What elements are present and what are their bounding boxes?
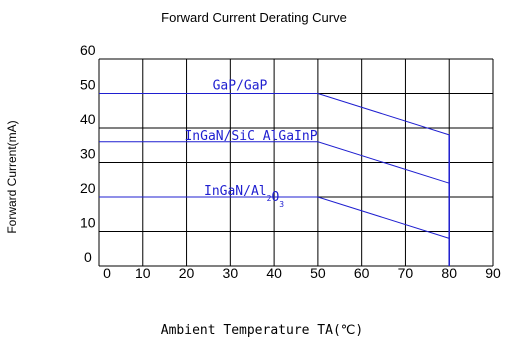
y-tick-label: 20 [80, 180, 96, 196]
y-tick-label: 40 [80, 111, 96, 127]
x-axis-label: Ambient Temperature TA(℃) [161, 323, 363, 338]
x-tick-label: 50 [310, 265, 326, 281]
y-tick-label: 30 [80, 146, 96, 162]
plot-grid [98, 58, 494, 267]
series-lines [99, 93, 450, 266]
x-tick-label: 80 [441, 265, 457, 281]
series-label: GaP/GaP [213, 79, 268, 94]
y-tick-labels: 0 10 20 30 40 50 60 [80, 42, 96, 265]
x-tick-label: 20 [179, 265, 195, 281]
x-tick-label: 10 [135, 265, 151, 281]
y-tick-label: 50 [80, 77, 96, 93]
x-tick-label: 70 [398, 265, 414, 281]
series-line [99, 141, 450, 184]
x-tick-label: 40 [266, 265, 282, 281]
chart-title: Forward Current Derating Curve [161, 10, 347, 25]
x-tick-label: 60 [354, 265, 370, 281]
x-tick-label: 30 [223, 265, 239, 281]
y-tick-label: 60 [80, 42, 96, 58]
series-line [99, 196, 450, 239]
y-tick-label: 0 [84, 249, 92, 265]
x-tick-label: 0 [103, 265, 111, 281]
y-tick-label: 10 [80, 215, 96, 231]
series-label: InGaN/Al2O3 [204, 184, 284, 209]
x-tick-label: 90 [485, 265, 501, 281]
series-labels: GaP/GaP InGaN/SiC AlGaInP InGaN/Al2O3 [184, 79, 317, 210]
series-label: InGaN/SiC AlGaInP [184, 129, 317, 144]
x-tick-labels: 0 10 20 30 40 50 60 70 80 90 [103, 265, 501, 281]
series-line [99, 93, 450, 136]
y-axis-label: Forward Current(mA) [5, 120, 19, 233]
